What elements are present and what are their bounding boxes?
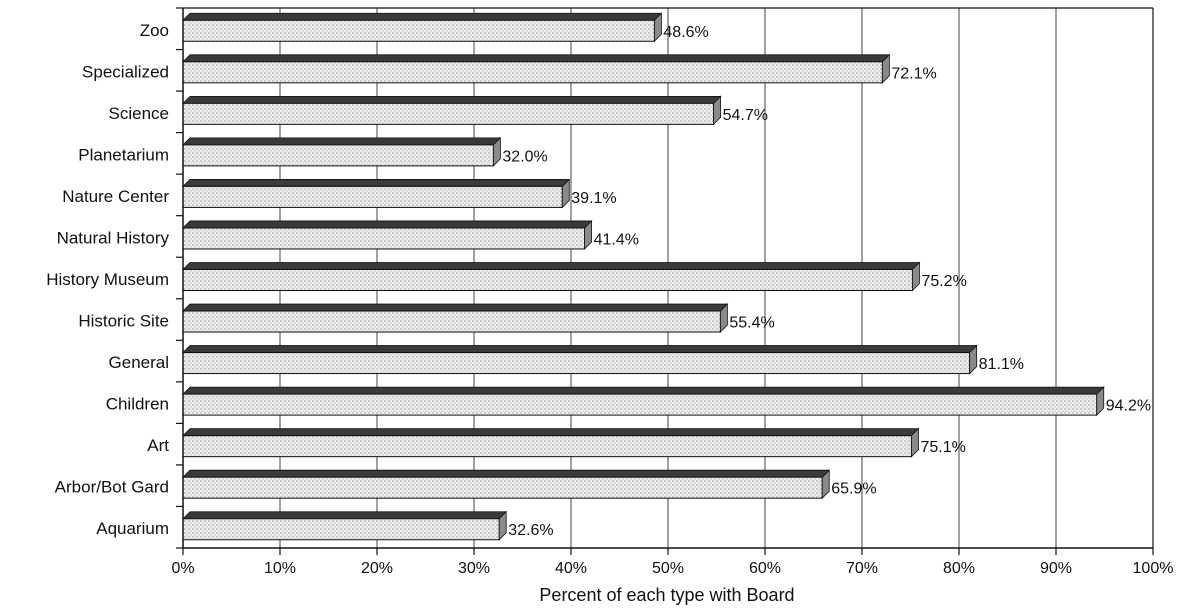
- bar-side-face: [654, 12, 662, 43]
- bar-top-face: [182, 262, 921, 270]
- category-label: Historic Site: [78, 312, 169, 331]
- bar-side-face: [584, 219, 592, 250]
- category-label: History Museum: [46, 270, 169, 289]
- bar-side-face: [498, 510, 507, 541]
- category-label: Aquarium: [96, 519, 169, 538]
- value-label: 39.1%: [571, 190, 616, 207]
- bar-top-face: [182, 12, 663, 21]
- bar: [182, 393, 1098, 416]
- bar: [182, 102, 715, 125]
- x-tick-label: 0%: [171, 560, 194, 577]
- bar: [182, 310, 721, 333]
- category-label: Art: [147, 436, 169, 455]
- value-label: 65.9%: [831, 481, 876, 498]
- bar-side-face: [561, 178, 570, 209]
- value-label: 94.2%: [1106, 398, 1151, 415]
- bar-top-face: [182, 511, 508, 520]
- bar-top-face: [182, 345, 978, 353]
- bar-top-face: [182, 179, 571, 187]
- value-label: 54.7%: [723, 107, 768, 124]
- value-label: 32.0%: [502, 148, 547, 165]
- category-label: Nature Center: [62, 187, 169, 206]
- x-tick-label: 50%: [652, 560, 684, 577]
- bar: [182, 185, 563, 208]
- bar-side-face: [912, 261, 920, 292]
- bar-top-face: [182, 220, 593, 229]
- x-tick-label: 20%: [361, 560, 393, 577]
- category-label: Children: [106, 395, 169, 414]
- bar: [182, 144, 494, 167]
- bar-side-face: [492, 136, 501, 167]
- category-label: General: [109, 353, 169, 372]
- x-tick-label: 10%: [264, 560, 296, 577]
- value-label: 72.1%: [891, 65, 936, 82]
- bar-side-face: [911, 427, 919, 458]
- value-label: 75.1%: [920, 439, 965, 456]
- labels: 48.6% Zoo 72.1% Specialized 54.7% Science 32.0…: [46, 21, 1173, 577]
- value-label: 75.2%: [921, 273, 966, 290]
- value-label: 32.6%: [508, 522, 553, 539]
- bar: [182, 518, 500, 541]
- category-label: Specialized: [82, 62, 169, 81]
- category-label: Planetarium: [78, 145, 169, 164]
- x-tick-label: 40%: [555, 560, 587, 577]
- x-tick-label: 60%: [749, 560, 781, 577]
- value-label: 81.1%: [979, 356, 1024, 373]
- bar: [182, 476, 823, 499]
- category-label: Natural History: [57, 228, 170, 247]
- x-tick-label: 100%: [1133, 560, 1174, 577]
- bar-side-face: [713, 95, 721, 126]
- axes: [176, 7, 1154, 555]
- bar-top-face: [182, 469, 831, 478]
- bar-top-face: [182, 386, 1105, 395]
- bar-top-face: [182, 95, 722, 104]
- x-tick-label: 80%: [943, 560, 975, 577]
- bar: [182, 269, 913, 291]
- bar-top-face: [182, 303, 729, 312]
- bar: [182, 19, 655, 42]
- category-label: Science: [109, 104, 169, 123]
- bar-side-face: [719, 303, 728, 334]
- bar-top-face: [182, 137, 502, 146]
- x-axis-title: Percent of each type with Board: [539, 585, 794, 605]
- bar: [182, 227, 586, 250]
- x-tick-label: 70%: [846, 560, 878, 577]
- bar-side-face: [821, 469, 830, 500]
- bar: [182, 435, 912, 458]
- value-label: 55.4%: [729, 315, 774, 332]
- x-tick-label: 90%: [1040, 560, 1072, 577]
- bar: [182, 61, 883, 84]
- bar: [182, 352, 971, 375]
- category-label: Zoo: [140, 21, 169, 40]
- category-label: Arbor/Bot Gard: [55, 478, 169, 497]
- bar-top-face: [182, 428, 920, 437]
- bar-side-face: [969, 344, 978, 375]
- bar-top-face: [182, 54, 891, 63]
- x-tick-label: 30%: [458, 560, 490, 577]
- bar-side-face: [1096, 386, 1105, 417]
- value-label: 41.4%: [594, 231, 639, 248]
- bar-side-face: [881, 53, 890, 84]
- value-label: 48.6%: [663, 24, 708, 41]
